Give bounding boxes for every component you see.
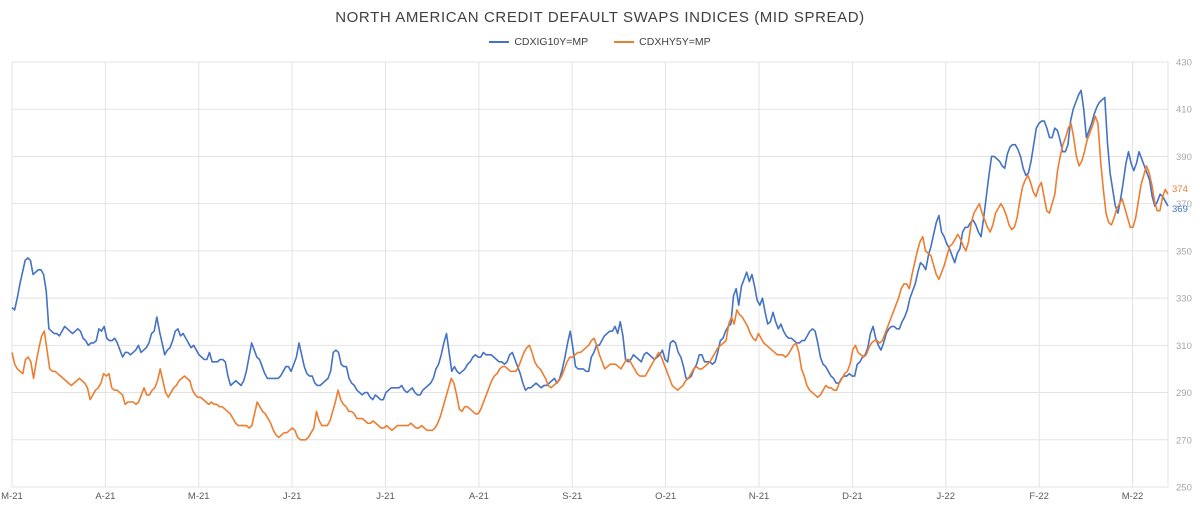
x-tick-label: M-21 xyxy=(188,491,210,502)
y-tick-label: 270 xyxy=(1176,435,1192,446)
x-axis: M-21 A-21 M-21 J-21 J-21 A-21 S-21 O-21 N-21 D-21… xyxy=(1,491,1143,502)
chart-legend: CDXIG10Y=MP CDXHY5Y=MP xyxy=(0,36,1200,48)
x-tick-label: A-21 xyxy=(469,491,489,502)
legend-label-ig: CDXIG10Y=MP xyxy=(514,36,589,48)
x-tick-label: J-21 xyxy=(283,491,301,502)
end-value-labels: 369 374 xyxy=(1172,184,1188,215)
x-tick-label: J-22 xyxy=(937,491,955,502)
series-line-ig xyxy=(11,89,1169,401)
y-tick-label: 370 xyxy=(1176,199,1192,210)
x-tick-label: S-21 xyxy=(562,491,582,502)
y-tick-label: 390 xyxy=(1176,152,1192,163)
y-tick-label: 430 xyxy=(1176,58,1192,69)
y-tick-label: 330 xyxy=(1176,294,1192,305)
y-tick-label: 350 xyxy=(1176,246,1192,257)
end-label-hy: 374 xyxy=(1172,184,1188,195)
legend-swatch-hy xyxy=(614,41,635,43)
series-lines xyxy=(11,89,1169,441)
legend-item-hy: CDXHY5Y=MP xyxy=(614,36,711,48)
legend-swatch-ig xyxy=(489,41,510,43)
y-tick-label: 290 xyxy=(1176,388,1192,399)
gridlines xyxy=(11,61,1169,488)
legend-item-ig: CDXIG10Y=MP xyxy=(489,36,588,48)
legend-label-hy: CDXHY5Y=MP xyxy=(639,36,711,48)
y-tick-label: 310 xyxy=(1176,341,1192,352)
y-tick-label: 250 xyxy=(1176,483,1192,494)
chart-title: NORTH AMERICAN CREDIT DEFAULT SWAPS INDI… xyxy=(335,9,865,26)
x-tick-label: M-22 xyxy=(1122,491,1144,502)
x-tick-label: J-21 xyxy=(376,491,394,502)
x-tick-label: A-21 xyxy=(95,491,115,502)
end-label-ig: 369 xyxy=(1172,204,1188,215)
x-tick-label: N-21 xyxy=(749,491,770,502)
series-line-hy xyxy=(11,115,1169,441)
x-tick-label: M-21 xyxy=(1,491,23,502)
y-axis: 250 270 290 310 330 350 370 390 410 430 xyxy=(1176,58,1192,494)
x-tick-label: O-21 xyxy=(655,491,676,502)
x-tick-label: F-22 xyxy=(1029,491,1049,502)
x-tick-label: D-21 xyxy=(842,491,863,502)
y-tick-label: 410 xyxy=(1176,105,1192,116)
